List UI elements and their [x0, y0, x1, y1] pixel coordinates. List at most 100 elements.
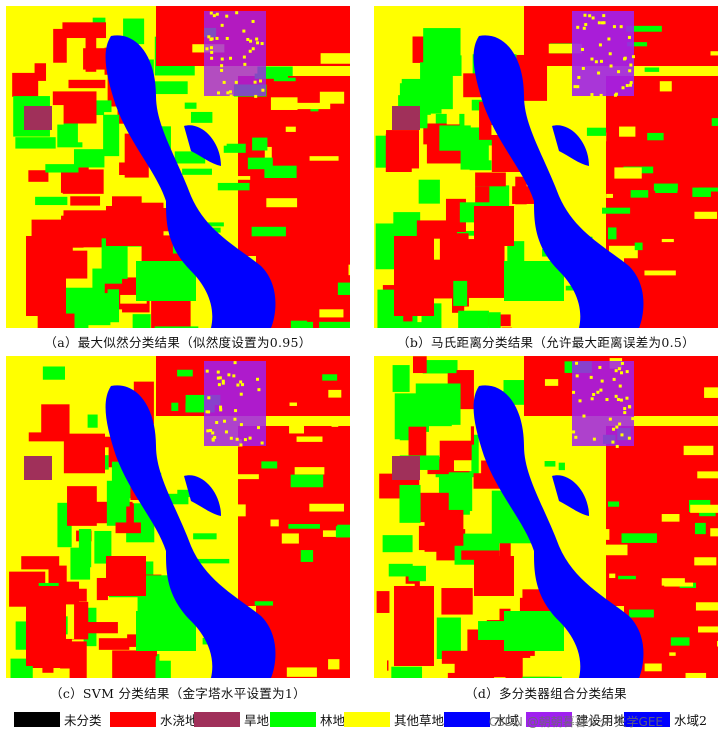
field-patch [375, 39, 392, 84]
urban-texture [607, 37, 611, 41]
field-patch [87, 414, 98, 428]
field-patch [399, 484, 421, 523]
strip-patch [337, 524, 350, 536]
urban-texture [596, 390, 600, 394]
urban-texture [259, 79, 263, 83]
river [473, 35, 644, 328]
urban-texture [631, 55, 635, 59]
legend-label: 旱地 [244, 712, 270, 728]
strip-patch [628, 609, 654, 618]
urban-texture [226, 91, 230, 95]
strip-patch [254, 73, 289, 79]
field-patch [515, 176, 527, 205]
river [105, 385, 276, 678]
legend-swatch [526, 711, 572, 727]
urban-texture [615, 444, 619, 448]
urban-texture [225, 36, 229, 40]
strip-patch [309, 503, 344, 512]
construction-area [572, 361, 634, 446]
field-patch [522, 676, 562, 678]
field-patch [460, 142, 489, 170]
urban-texture [229, 94, 233, 98]
strip-patch [300, 550, 314, 562]
urban-texture [614, 394, 618, 398]
strip-patch [627, 42, 648, 47]
urban-texture [239, 443, 243, 447]
urban-texture [249, 39, 253, 43]
urban-texture [257, 426, 261, 430]
urban-texture [612, 377, 616, 381]
field-patch [63, 210, 107, 248]
strip-patch [594, 132, 607, 142]
urban-texture [602, 21, 606, 25]
river [473, 385, 644, 678]
urban-texture [629, 63, 633, 67]
strip-patch [261, 461, 278, 469]
urban-texture [221, 379, 225, 383]
urban-texture [572, 390, 576, 394]
strip-patch [606, 193, 613, 198]
urban-texture [260, 42, 264, 46]
urban-texture [616, 398, 620, 402]
field-patch [488, 312, 501, 328]
field-patch [38, 468, 66, 481]
field-patch [478, 621, 509, 640]
urban-texture [215, 421, 219, 425]
urban-texture [228, 90, 232, 94]
urban-texture [221, 381, 225, 385]
urban-texture [235, 11, 239, 15]
urban-texture [582, 414, 586, 418]
legend-label: 建设用地 [576, 712, 627, 728]
legend-label: 水域 [494, 712, 520, 728]
strip-patch [322, 530, 337, 537]
field-patch [408, 565, 426, 582]
field-patch [474, 556, 514, 596]
construction-area [572, 11, 634, 96]
strip-patch [195, 222, 224, 227]
field-patch [42, 366, 65, 380]
urban-texture [617, 367, 621, 371]
legend-swatch [624, 711, 670, 727]
urban-texture [578, 399, 582, 403]
legend-swatch [110, 711, 156, 727]
strip-patch [165, 421, 182, 426]
urban-texture [220, 68, 224, 72]
field-patch [461, 550, 500, 560]
strip-patch [270, 97, 298, 110]
classification-map-a [6, 6, 350, 328]
urban-texture [612, 427, 616, 431]
strip-patch [290, 320, 308, 328]
urban-texture [253, 80, 257, 84]
strip-patch [694, 522, 706, 535]
urban-texture [248, 436, 252, 440]
strip-patch [328, 659, 340, 670]
field-patch [107, 289, 120, 323]
strip-patch [695, 602, 718, 611]
field-patch [155, 660, 171, 678]
urban-texture [239, 392, 243, 396]
strip-patch [348, 264, 350, 276]
urban-texture [621, 86, 625, 90]
urban-texture [235, 437, 239, 441]
strip-patch [286, 667, 317, 677]
urban-texture [588, 14, 592, 18]
field-patch [391, 666, 423, 678]
field-patch [101, 436, 121, 448]
field-patch [382, 535, 413, 553]
field-patch [441, 588, 473, 615]
urban-texture [623, 411, 627, 415]
field-patch [63, 433, 105, 474]
caption-c: （c）SVM 分类结果（金字塔水平设置为1） [50, 686, 306, 701]
field-patch [412, 356, 427, 374]
urban-texture [209, 11, 213, 15]
field-patch [456, 370, 474, 410]
field-patch [151, 299, 191, 328]
strip-patch [331, 421, 339, 427]
urban-texture [243, 438, 247, 442]
strip-patch [558, 462, 565, 471]
strip-patch [661, 238, 674, 243]
strip-patch [618, 575, 636, 580]
field-patch [127, 634, 138, 647]
field-patch [474, 206, 514, 246]
strip-patch [659, 81, 672, 92]
